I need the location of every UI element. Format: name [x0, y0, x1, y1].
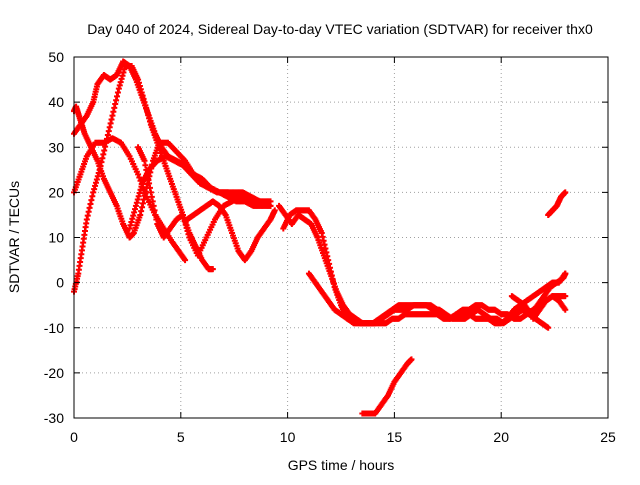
data-layer: [71, 58, 569, 417]
data-point-marker: [408, 356, 415, 363]
series-track-12: [530, 293, 569, 322]
data-point-marker: [271, 207, 278, 214]
x-tick-label: 25: [600, 429, 616, 445]
series-track-11: [508, 270, 569, 318]
y-tick-label: 0: [56, 275, 64, 291]
y-axis-label: SDTVAR / TECUs: [6, 181, 22, 293]
data-point-marker: [562, 293, 569, 300]
data-point-marker: [254, 198, 261, 205]
x-tick-label: 20: [493, 429, 509, 445]
axis-layer: 0 5 10 15 20 25 -30 -20 -10 0 10 20 30 40 50: [44, 49, 616, 445]
series-track-14: [545, 189, 569, 218]
y-tick-label: 50: [48, 49, 64, 65]
data-point-marker: [267, 202, 274, 209]
data-point-marker: [562, 306, 569, 313]
series-track-2: [71, 135, 189, 264]
y-tick-label: 10: [48, 230, 64, 246]
chart-title: Day 040 of 2024, Sidereal Day-to-day VTE…: [87, 21, 593, 37]
series-track-4: [71, 103, 274, 241]
data-point-marker: [135, 171, 142, 178]
data-point-marker: [136, 174, 143, 181]
y-tick-label: 20: [48, 184, 64, 200]
y-tick-label: -10: [44, 320, 64, 336]
data-point-marker: [562, 270, 569, 277]
x-axis-label: GPS time / hours: [288, 457, 395, 473]
series-track-6: [135, 144, 261, 259]
y-tick-label: 30: [48, 139, 64, 155]
grid-layer: [74, 57, 608, 418]
data-point-marker: [209, 266, 216, 273]
x-tick-label: 0: [70, 429, 78, 445]
data-point-marker: [545, 324, 552, 331]
x-tick-label: 10: [280, 429, 296, 445]
series-track-13: [359, 356, 415, 417]
y-tick-label: 40: [48, 94, 64, 110]
series-track-7: [184, 198, 278, 264]
y-tick-label: -30: [44, 410, 64, 426]
y-tick-label: -20: [44, 365, 64, 381]
data-point-marker: [182, 257, 189, 264]
x-tick-label: 15: [387, 429, 403, 445]
data-point-marker: [562, 189, 569, 196]
x-tick-label: 5: [177, 429, 185, 445]
